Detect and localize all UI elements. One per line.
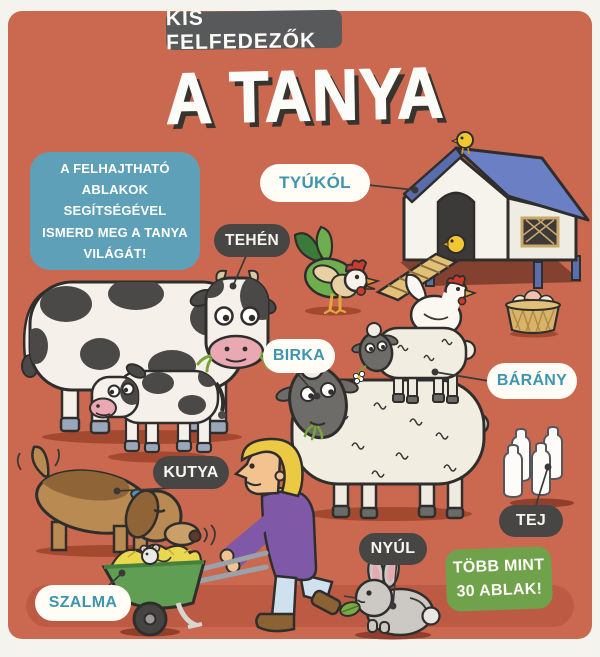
rooster-illustration: [288, 224, 381, 316]
cow-illustration: [14, 266, 277, 446]
intro-line: A FELHAJTHATÓ: [60, 161, 170, 177]
egg-basket-illustration: [500, 280, 566, 338]
label-nyul: NYÚL: [359, 533, 427, 565]
chicken-coop-illustration: [368, 128, 591, 304]
label-tyukol: TYÚKÓL: [260, 164, 370, 202]
label-tehen: TEHÉN: [214, 224, 290, 257]
milk-bottles-illustration: [503, 426, 576, 508]
label-tej: TEJ: [499, 505, 563, 537]
label-barany: BÁRÁNY: [487, 363, 577, 399]
intro-line: ISMERD MEG A TANYA: [42, 224, 188, 240]
rabbit-illustration: [338, 554, 443, 641]
chick-in-door-icon: [440, 234, 466, 254]
wheelbarrow-illustration: [98, 535, 270, 637]
label-kutya: KUTYA: [153, 456, 229, 489]
main-title: A TANYA: [164, 51, 445, 140]
sheep-and-lamb-illustration: [275, 322, 490, 522]
windows-count-badge: TÖBB MINT 30 ABLAK!: [444, 546, 554, 612]
label-szalma: SZALMA: [35, 585, 131, 621]
chick-on-roof-icon: [450, 131, 474, 155]
badge-line: TÖBB MINT: [452, 556, 545, 577]
label-birka: BIRKA: [263, 339, 335, 373]
intro-speech-bubble: A FELHAJTHATÓ ABLAKOK SEGÍTSÉGÉVEL ISMER…: [30, 152, 200, 270]
intro-line: ABLAKOK SEGÍTSÉGÉVEL: [63, 182, 167, 219]
badge-line: 30 ABLAK!: [456, 580, 543, 601]
calf-illustration: [89, 345, 226, 463]
mouse-icon: [139, 543, 172, 565]
intro-line: VILÁGÁT!: [83, 245, 147, 261]
lamb-illustration: [351, 322, 477, 404]
boy-illustration: [219, 430, 342, 637]
